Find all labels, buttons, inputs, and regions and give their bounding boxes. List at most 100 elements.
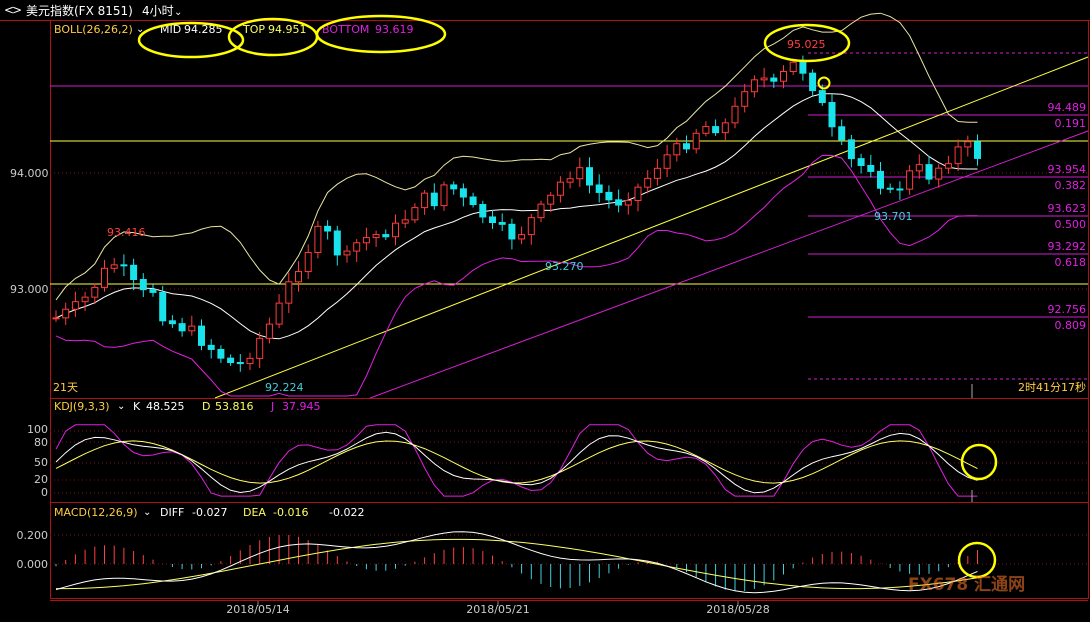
candle-body[interactable] [421, 192, 429, 209]
candle-body[interactable] [847, 139, 855, 160]
back-icon[interactable]: < [4, 3, 14, 17]
chevron-down-icon[interactable]: ⌄ [136, 24, 144, 35]
candle-body[interactable] [944, 163, 952, 169]
boll-indicator-label[interactable]: BOLL(26,26,2) [54, 23, 133, 36]
candle-body[interactable] [857, 158, 865, 166]
candle-body[interactable] [712, 126, 720, 134]
candle-body[interactable] [935, 167, 943, 180]
candle-body[interactable] [741, 91, 749, 107]
candle-body[interactable] [139, 278, 147, 291]
candle-body[interactable] [644, 177, 652, 188]
candle-body[interactable] [702, 126, 710, 134]
candle-body[interactable] [304, 251, 312, 273]
candle-body[interactable] [149, 289, 157, 293]
candle-body[interactable] [634, 186, 642, 201]
candle-body[interactable] [392, 222, 399, 238]
candle-body[interactable] [586, 167, 593, 186]
candle-body[interactable] [285, 281, 293, 304]
candle-body[interactable] [275, 302, 283, 325]
candle-body[interactable] [207, 344, 215, 350]
candle-body[interactable] [159, 291, 167, 322]
candle-body[interactable] [547, 194, 555, 205]
candle-body[interactable] [906, 170, 914, 190]
candle-body[interactable] [508, 223, 516, 240]
candle-body[interactable] [120, 264, 128, 267]
candle-body[interactable] [450, 184, 458, 190]
candle-body[interactable] [925, 164, 933, 180]
candle-body[interactable] [770, 77, 778, 82]
candle-body[interactable] [198, 325, 205, 346]
chevron-down-icon[interactable]: ⌄ [174, 7, 182, 18]
candle-body[interactable] [974, 141, 981, 159]
candle-body[interactable] [838, 126, 846, 141]
candle-body[interactable] [178, 323, 186, 332]
candle-body[interactable] [789, 61, 797, 73]
candle-body[interactable] [750, 79, 758, 93]
candle-body[interactable] [130, 264, 138, 280]
candle-body[interactable] [673, 143, 681, 156]
candle-body[interactable] [537, 203, 545, 219]
candle-body[interactable] [605, 191, 613, 201]
candle-body[interactable] [867, 164, 875, 172]
candle-body[interactable] [324, 225, 332, 232]
candle-body[interactable] [683, 143, 690, 150]
candle-body[interactable] [52, 317, 60, 320]
candle-body[interactable] [479, 204, 487, 218]
candle-body[interactable] [556, 181, 564, 196]
candle-body[interactable] [353, 242, 361, 252]
forward-icon[interactable]: > [12, 3, 22, 17]
candle-body[interactable] [246, 357, 254, 365]
candle-body[interactable] [411, 207, 419, 221]
candle-body[interactable] [954, 146, 962, 165]
candle-body[interactable] [168, 320, 176, 325]
candle-body[interactable] [459, 188, 467, 198]
candle-body[interactable] [799, 61, 807, 74]
candle-body[interactable] [692, 132, 700, 150]
candle-body[interactable] [382, 234, 390, 238]
candle-body[interactable] [818, 90, 826, 104]
candle-body[interactable] [101, 267, 108, 288]
candle-body[interactable] [489, 216, 496, 224]
candle-body[interactable] [566, 178, 574, 183]
candle-body[interactable] [760, 77, 768, 81]
candle-body[interactable] [877, 170, 884, 189]
candle-body[interactable] [314, 225, 322, 253]
candle-body[interactable] [780, 71, 787, 82]
candle-body[interactable] [624, 199, 632, 206]
candle-body[interactable] [964, 141, 972, 148]
candle-body[interactable] [518, 234, 526, 240]
trend-line-yellow[interactable] [214, 56, 1089, 399]
candle-body[interactable] [217, 348, 225, 359]
candle-body[interactable] [62, 308, 70, 319]
candle-body[interactable] [527, 217, 535, 236]
candle-body[interactable] [71, 301, 79, 310]
candle-body[interactable] [343, 250, 351, 256]
candle-body[interactable] [236, 362, 244, 365]
trend-line-magenta[interactable] [369, 130, 1089, 399]
candle-body[interactable] [809, 72, 817, 92]
candle-body[interactable] [886, 187, 894, 190]
candle-body[interactable] [440, 184, 448, 207]
candle-body[interactable] [896, 188, 904, 191]
candle-body[interactable] [498, 222, 506, 225]
candle-body[interactable] [333, 230, 341, 256]
candle-body[interactable] [91, 286, 99, 298]
candle-body[interactable] [188, 325, 196, 332]
candle-body[interactable] [731, 105, 739, 124]
candle-body[interactable] [81, 296, 89, 303]
macd-indicator-label[interactable]: MACD(12,26,9) [54, 506, 138, 519]
candle-body[interactable] [576, 167, 584, 180]
candle-body[interactable] [615, 199, 623, 206]
chevron-down-icon[interactable]: ⌄ [117, 401, 125, 412]
kdj-indicator-label[interactable]: KDJ(9,3,3) [54, 400, 110, 413]
candle-body[interactable] [265, 323, 273, 339]
candle-body[interactable] [430, 192, 438, 207]
candle-body[interactable] [362, 237, 370, 244]
candle-body[interactable] [653, 167, 661, 179]
chevron-down-icon[interactable]: ⌄ [143, 507, 151, 518]
candle-body[interactable] [595, 184, 603, 193]
candle-body[interactable] [469, 196, 477, 206]
candle-body[interactable] [256, 337, 264, 359]
candle-body[interactable] [295, 271, 302, 283]
candle-body[interactable] [663, 154, 671, 169]
